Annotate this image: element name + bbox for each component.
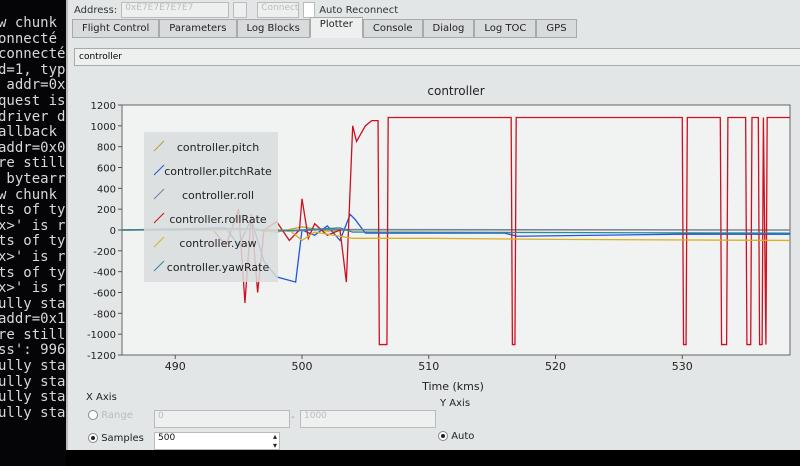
terminal-line: onnecté bbox=[0, 30, 58, 47]
legend-swatch bbox=[153, 212, 165, 224]
plot-chart: controller 1200 1000 800 600 400 200 0 -200 -400 -… bbox=[87, 84, 791, 393]
samples-stepper-icon[interactable]: ▴ ▾ bbox=[273, 432, 278, 450]
legend-label: controller.rollRate bbox=[169, 213, 267, 226]
y-tick-label: 1200 bbox=[91, 101, 116, 112]
legend: controller.pitch controller.pitchRate cont… bbox=[144, 132, 278, 282]
x-tick-label: 520 bbox=[545, 360, 566, 373]
legend-swatch bbox=[153, 140, 165, 152]
tab-flight-control[interactable]: Flight Control bbox=[72, 19, 160, 38]
tab-log-toc[interactable]: Log TOC bbox=[474, 19, 537, 38]
auto-radio[interactable]: Auto bbox=[438, 431, 474, 442]
terminal-line: connecté bbox=[0, 46, 66, 63]
terminal-line: w chunk o bbox=[0, 15, 66, 31]
terminal-line: x>' is re bbox=[0, 280, 66, 297]
legend-swatch bbox=[153, 260, 165, 272]
y-tick-label: -600 bbox=[93, 289, 116, 300]
y-tick-label: -200 bbox=[93, 247, 116, 258]
terminal-line: ully sta bbox=[0, 373, 66, 390]
x-axis-label: Time (kms) bbox=[421, 380, 484, 393]
terminal-line: ts of typ bbox=[0, 202, 66, 219]
tab-log-blocks[interactable]: Log Blocks bbox=[236, 19, 310, 38]
x-axis-title: X Axis bbox=[86, 392, 117, 403]
address-bar: Address: 0xE7E7E7E7E7 Connect Auto Recon… bbox=[74, 2, 398, 18]
range-to-input[interactable]: 1000 bbox=[300, 410, 436, 428]
terminal-line: re still bbox=[0, 326, 66, 343]
legend-label: controller.pitchRate bbox=[164, 165, 272, 178]
y-tick-label: -1000 bbox=[87, 330, 116, 341]
terminal-line: ully sta bbox=[0, 295, 66, 312]
terminal-line: ss': 9960 bbox=[0, 342, 66, 359]
terminal-line: d=1, type bbox=[0, 61, 66, 78]
address-dropdown[interactable] bbox=[233, 2, 248, 18]
y-tick-label: 1000 bbox=[91, 122, 116, 133]
y-tick-label: 800 bbox=[97, 143, 116, 154]
legend-label: controller.yawRate bbox=[167, 261, 270, 274]
y-tick-label: 600 bbox=[97, 164, 116, 175]
terminal-line: ts of typ bbox=[0, 233, 66, 250]
samples-label: Samples bbox=[101, 433, 144, 444]
range-radio[interactable]: Range bbox=[88, 410, 133, 421]
terminal-line: quest is bbox=[0, 92, 66, 109]
legend-swatch bbox=[153, 236, 165, 248]
terminal-line: ts of typ bbox=[0, 264, 66, 281]
chart-title: controller bbox=[427, 84, 484, 98]
samples-radio[interactable]: Samples bbox=[88, 433, 144, 444]
y-tick-label: 0 bbox=[110, 226, 116, 237]
legend-label: controller.pitch bbox=[177, 141, 259, 154]
legend-swatch bbox=[153, 188, 165, 200]
series-line-controller-yaw bbox=[122, 229, 791, 242]
connect-button[interactable]: Connect bbox=[257, 2, 300, 18]
range-label: Range bbox=[101, 410, 133, 421]
y-tick-label: -800 bbox=[93, 309, 116, 320]
terminal-line: driver do bbox=[0, 108, 66, 125]
auto-reconnect-label: Auto Reconnect bbox=[319, 4, 399, 16]
terminal-line: x>' is re bbox=[0, 217, 66, 234]
tab-parameters[interactable]: Parameters bbox=[159, 19, 237, 38]
terminal-line: ully sta bbox=[0, 404, 66, 421]
samples-spinbox[interactable]: 500 bbox=[154, 432, 280, 450]
terminal-line: x>' is re bbox=[0, 248, 66, 265]
terminal-line: bytearra bbox=[6, 170, 66, 187]
client-window: Address: 0xE7E7E7E7E7 Connect Auto Recon… bbox=[66, 0, 800, 450]
terminal-line: addr=0x0 bbox=[0, 139, 66, 156]
terminal-line: ully sta bbox=[0, 389, 66, 406]
auto-label: Auto bbox=[451, 431, 475, 442]
terminal-line: re still bbox=[0, 155, 66, 172]
tab-gps[interactable]: GPS bbox=[536, 19, 577, 38]
x-tick-label: 490 bbox=[165, 360, 186, 373]
legend-swatch bbox=[153, 164, 165, 176]
tab-plotter[interactable]: Plotter bbox=[309, 17, 363, 38]
y-tick-label: -400 bbox=[93, 268, 116, 279]
legend-label: controller.roll bbox=[182, 189, 254, 202]
address-input[interactable]: 0xE7E7E7E7E7 bbox=[121, 2, 230, 18]
terminal-line: w chunk o bbox=[0, 186, 66, 203]
y-tick-label: -1200 bbox=[87, 351, 116, 362]
terminal-line: addr=0x0 bbox=[6, 77, 66, 94]
terminal-line: addr=0x10 bbox=[0, 311, 66, 328]
y-axis-title: Y Axis bbox=[440, 398, 471, 409]
auto-reconnect-checkbox[interactable] bbox=[303, 2, 316, 18]
terminal-output: w chunk oonnectéconnectéd=1, type addr=0… bbox=[0, 0, 66, 466]
range-separator: - bbox=[291, 412, 295, 423]
plot-selector[interactable]: controller bbox=[74, 48, 800, 66]
y-tick-label: 400 bbox=[97, 184, 116, 195]
x-tick-label: 510 bbox=[418, 360, 439, 373]
tab-dialog[interactable]: Dialog bbox=[422, 19, 475, 38]
tab-bar: Flight Control Parameters Log Blocks Plotte… bbox=[72, 17, 577, 38]
y-tick-label: 200 bbox=[97, 205, 116, 216]
terminal-line: ully sta bbox=[0, 358, 66, 375]
x-tick-label: 500 bbox=[291, 360, 312, 373]
x-tick-label: 530 bbox=[672, 360, 693, 373]
range-from-input[interactable]: 0 bbox=[154, 410, 290, 428]
terminal-line: allback bbox=[0, 124, 58, 141]
address-label: Address: bbox=[74, 4, 118, 16]
tab-console[interactable]: Console bbox=[362, 19, 423, 38]
legend-label: controller.yaw bbox=[179, 237, 256, 250]
